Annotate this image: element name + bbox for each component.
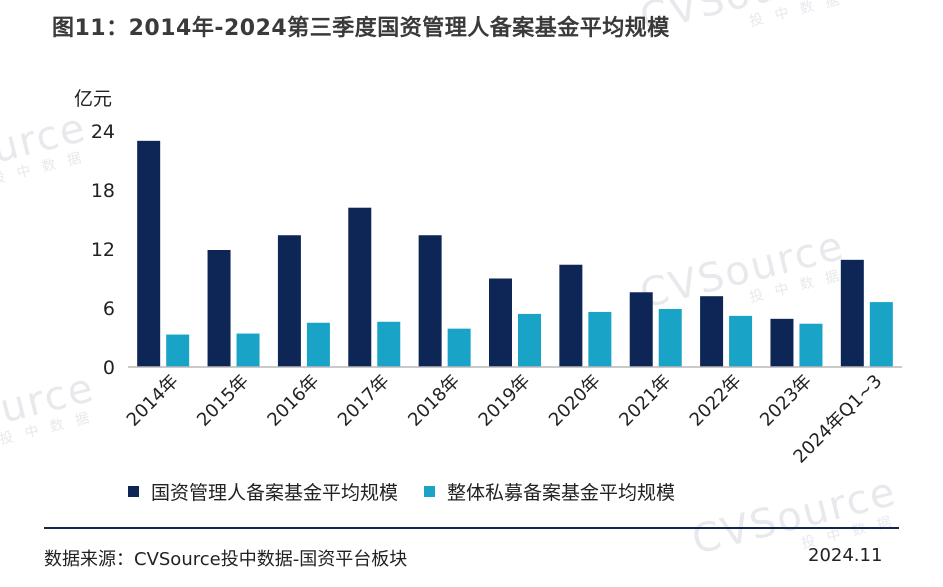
bar-series1-7 [629, 292, 653, 367]
bar-series1-3 [348, 207, 372, 367]
bar-series2-2 [306, 322, 330, 367]
x-tick-label: 2014年 [123, 371, 183, 431]
legend-label-series2: 整体私募备案基金平均规模 [447, 481, 676, 504]
y-tick-label: 24 [91, 121, 115, 143]
legend: 国资管理人备案基金平均规模 整体私募备案基金平均规模 [128, 476, 701, 506]
bar-series1-5 [489, 278, 512, 367]
x-tick-label: 2019年 [475, 371, 535, 431]
bar-series1-6 [559, 264, 583, 367]
bar-series2-4 [447, 328, 471, 367]
x-tick-label: 2015年 [193, 371, 253, 431]
legend-swatch-series2 [424, 485, 436, 497]
x-tick-label: 2022年 [686, 371, 746, 431]
y-axis-unit-label: 亿元 [74, 88, 113, 110]
legend-item-series2: 整体私募备案基金平均规模 [424, 478, 675, 505]
bar-series2-10 [869, 302, 893, 367]
bar-series2-8 [729, 315, 753, 367]
bar-series1-8 [700, 296, 724, 367]
legend-swatch-series1 [128, 485, 139, 497]
bar-series1-9 [770, 318, 794, 367]
x-tick-label: 2023年 [756, 371, 816, 431]
bar-series2-6 [588, 311, 612, 367]
bar-series1-10 [840, 259, 864, 367]
x-tick-label: 2017年 [334, 371, 394, 431]
report-date: 2024.11 [808, 545, 883, 566]
footer-divider [44, 527, 899, 529]
y-tick-label: 0 [103, 357, 115, 379]
bar-series2-7 [658, 308, 682, 367]
bar-series2-5 [518, 313, 541, 367]
bar-series2-9 [799, 323, 823, 367]
y-tick-label: 6 [103, 298, 115, 320]
bar-series2-3 [377, 321, 401, 367]
y-tick-label: 12 [91, 239, 115, 261]
bar-series2-0 [166, 334, 190, 367]
x-tick-label: 2021年 [615, 371, 675, 431]
chart-title: 图11：2014年-2024第三季度国资管理人备案基金平均规模 [52, 16, 670, 41]
legend-label-series1: 国资管理人备案基金平均规模 [151, 481, 399, 504]
x-tick-label: 2016年 [263, 371, 323, 431]
bar-series1-4 [418, 235, 442, 367]
x-tick-label: 2020年 [545, 371, 605, 431]
legend-item-series1: 国资管理人备案基金平均规模 [128, 478, 398, 505]
bar-series1-2 [277, 235, 301, 367]
y-tick-label: 18 [91, 180, 115, 202]
bar-series1-0 [137, 140, 161, 367]
bar-series2-1 [236, 333, 260, 367]
source-note: 数据来源：CVSource投中数据-国资平台板块 [44, 549, 408, 570]
x-tick-label: 2018年 [404, 371, 464, 431]
bar-series1-1 [207, 249, 231, 367]
